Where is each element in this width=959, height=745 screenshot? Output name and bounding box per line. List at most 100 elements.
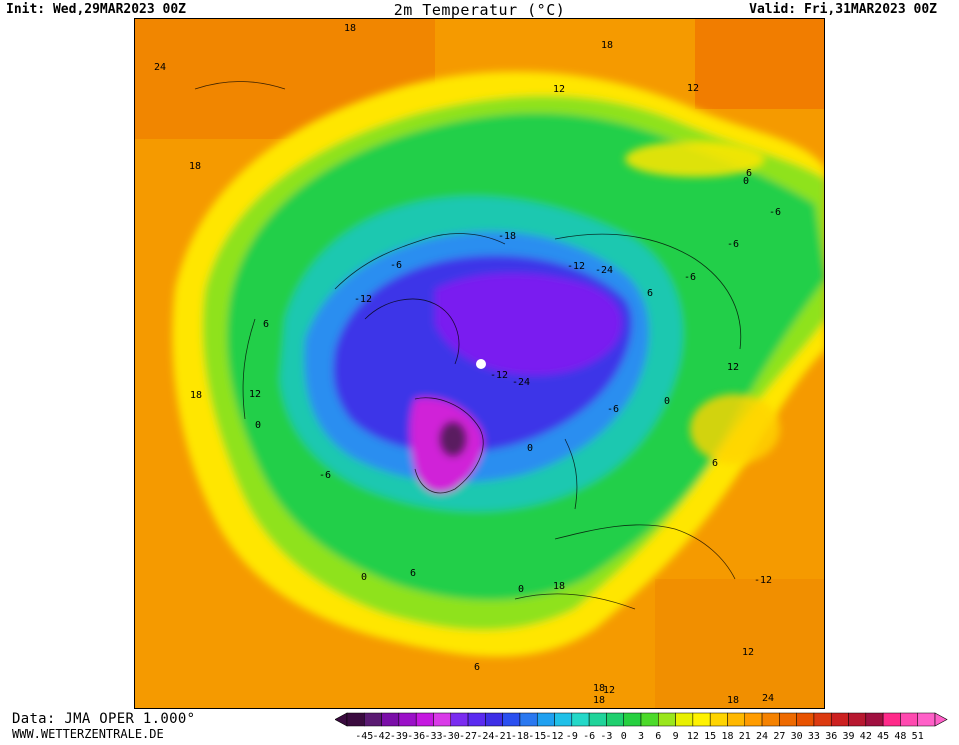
legend-tick-label: -9: [566, 731, 578, 741]
legend-swatch: [623, 712, 642, 727]
contour-label: 6: [746, 168, 752, 179]
legend-tick-label: -18: [511, 731, 529, 741]
legend-swatch: [467, 712, 486, 727]
contour-label: 24: [762, 693, 774, 704]
contour-label: 12: [553, 84, 565, 95]
contour-label: 6: [474, 662, 480, 673]
legend-tick-label: -6: [583, 731, 595, 741]
contour-label: -6: [769, 207, 781, 218]
legend-swatch: [744, 712, 763, 727]
contour-label: -6: [684, 272, 696, 283]
legend-tick-label: -36: [407, 731, 425, 741]
legend-swatch: [364, 712, 382, 727]
legend-swatch: [640, 712, 659, 727]
contour-label: -12: [567, 261, 585, 272]
contour-label: -6: [319, 470, 331, 481]
contour-label: 0: [664, 396, 670, 407]
legend-swatch: [571, 712, 590, 727]
contour-label: -6: [607, 404, 619, 415]
legend-swatch: [900, 712, 918, 727]
legend-swatch: [727, 712, 746, 727]
legend-swatch: [346, 712, 365, 727]
contour-label: 0: [518, 584, 524, 595]
legend-swatch: [865, 712, 884, 727]
legend-tick-label: 48: [894, 731, 906, 741]
legend-swatch: [398, 712, 417, 727]
legend-tick-label: -24: [476, 731, 494, 741]
legend-tick-label: 39: [843, 731, 855, 741]
color-legend: -45 -42 -39 -36 -33 -30 -27 -24 -21 -18 -15 -12 -9 -6…: [334, 712, 959, 742]
contour-label: 18: [593, 683, 605, 694]
contour-label: 12: [727, 362, 739, 373]
legend-arrow-right: [934, 712, 948, 727]
coastlines: [194, 81, 742, 610]
legend-swatch: [692, 712, 711, 727]
contour-label: 12: [687, 83, 699, 94]
legend-tick-label: -30: [442, 731, 460, 741]
contour-label: 6: [712, 458, 718, 469]
contour-label: -6: [727, 239, 739, 250]
contour-label: 18: [593, 695, 605, 706]
contour-label: 12: [249, 389, 261, 400]
contour-label: 18: [344, 23, 356, 34]
contour-labels: 18182412181260-612-66-6-12-18-24-126-6-1…: [154, 23, 781, 706]
legend-arrow-left: [334, 712, 348, 727]
legend-tick-label: 15: [704, 731, 716, 741]
greenland-darkest: [439, 421, 467, 457]
legend-swatch: [796, 712, 815, 727]
legend-swatch: [675, 712, 694, 727]
legend-tick-label: -27: [459, 731, 477, 741]
contour-label: 18: [190, 390, 202, 401]
legend-swatch: [502, 712, 521, 727]
legend-tick-label: 45: [877, 731, 889, 741]
contour-label: -18: [498, 231, 516, 242]
contour-label: 0: [361, 572, 367, 583]
chart-title: 2m Temperatur (°C): [393, 1, 566, 19]
legend-swatch: [415, 712, 434, 727]
legend-tick-label: 3: [638, 731, 644, 741]
legend-tick-label: -45: [355, 731, 373, 741]
contour-label: 24: [154, 62, 166, 73]
legend-swatch: [813, 712, 832, 727]
legend-tick-label: 21: [739, 731, 751, 741]
legend-tick-label: 27: [773, 731, 785, 741]
legend-swatch: [433, 712, 452, 727]
contour-label: 12: [603, 685, 615, 696]
legend-swatch: [536, 712, 555, 727]
init-time-label: Init: Wed,29MAR2023 00Z: [6, 2, 187, 17]
legend-tick-label: 36: [825, 731, 837, 741]
contour-label: 18: [601, 40, 613, 51]
legend-tick-label: 33: [808, 731, 820, 741]
data-source-label: Data: JMA OPER 1.000°: [12, 711, 196, 727]
contour-label: 6: [647, 288, 653, 299]
legend-tick-label: -3: [600, 731, 612, 741]
legend-swatch: [519, 712, 538, 727]
legend-tick-label: 24: [756, 731, 768, 741]
legend-swatch: [381, 712, 400, 727]
legend-swatch: [709, 712, 728, 727]
contour-label: -6: [390, 260, 402, 271]
temperature-map[interactable]: 18 18 24 12 18 12 6 0 -6 12 -6 6 -6 -12 -18 -24 -12 6 -6 -1…: [134, 18, 825, 709]
legend-tick-label: 51: [912, 731, 924, 741]
legend-swatch: [658, 712, 676, 727]
contour-label: 0: [255, 420, 261, 431]
contour-label: 18: [727, 695, 739, 706]
legend-swatch: [554, 712, 573, 727]
website-label: WWW.WETTERZENTRALE.DE: [12, 727, 164, 741]
legend-swatch: [882, 712, 901, 727]
legend-tick-label: -12: [545, 731, 563, 741]
legend-swatch: [606, 712, 624, 727]
contour-label: 18: [189, 161, 201, 172]
legend-tick-label: -33: [424, 731, 442, 741]
contour-label: -24: [512, 377, 530, 388]
legend-tick-label: 0: [621, 731, 627, 741]
contour-label: 0: [527, 443, 533, 454]
contour-label: 0: [743, 176, 749, 187]
contour-label: -12: [490, 370, 508, 381]
legend-swatch: [779, 712, 797, 727]
legend-tick-label: -42: [373, 731, 391, 741]
north-pole-marker: [476, 359, 486, 369]
contour-label: 6: [263, 319, 269, 330]
legend-swatch: [450, 712, 469, 727]
valid-time-label: Valid: Fri,31MAR2023 00Z: [749, 2, 937, 17]
